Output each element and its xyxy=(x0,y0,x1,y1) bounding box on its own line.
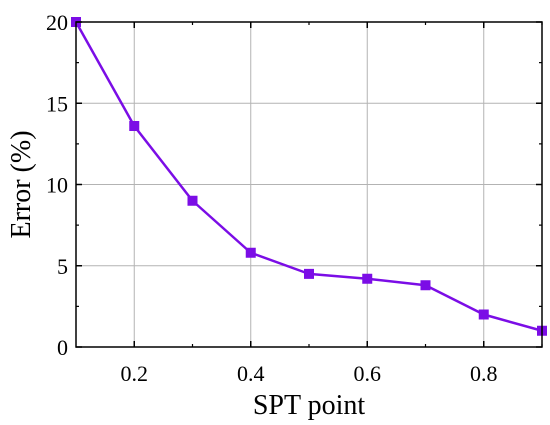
data-point-marker xyxy=(129,121,140,131)
y-tick-label: 0 xyxy=(57,335,68,360)
x-tick-label: 0.6 xyxy=(354,361,382,386)
x-axis-title: SPT point xyxy=(253,390,366,421)
data-point-marker xyxy=(478,309,489,320)
data-point-marker xyxy=(187,195,198,206)
x-tick-label: 0.8 xyxy=(470,361,498,386)
tick-labels: 0.2 0.4 0.6 0.8 0 5 10 15 20 xyxy=(46,10,498,386)
data-point-marker xyxy=(304,268,314,279)
data-point-marker xyxy=(245,247,256,258)
x-tick-label: 0.2 xyxy=(121,361,149,386)
x-tick-label: 0.4 xyxy=(237,361,265,386)
y-tick-label: 20 xyxy=(46,10,68,35)
y-axis-title: Error (%) xyxy=(6,130,37,238)
axis-ticks xyxy=(76,21,543,348)
y-tick-label: 10 xyxy=(46,173,68,198)
data-point-marker xyxy=(362,273,373,284)
y-tick-label: 5 xyxy=(57,254,68,279)
y-tick-label: 15 xyxy=(46,91,68,116)
data-point-marker xyxy=(420,280,431,291)
grid xyxy=(76,22,542,347)
